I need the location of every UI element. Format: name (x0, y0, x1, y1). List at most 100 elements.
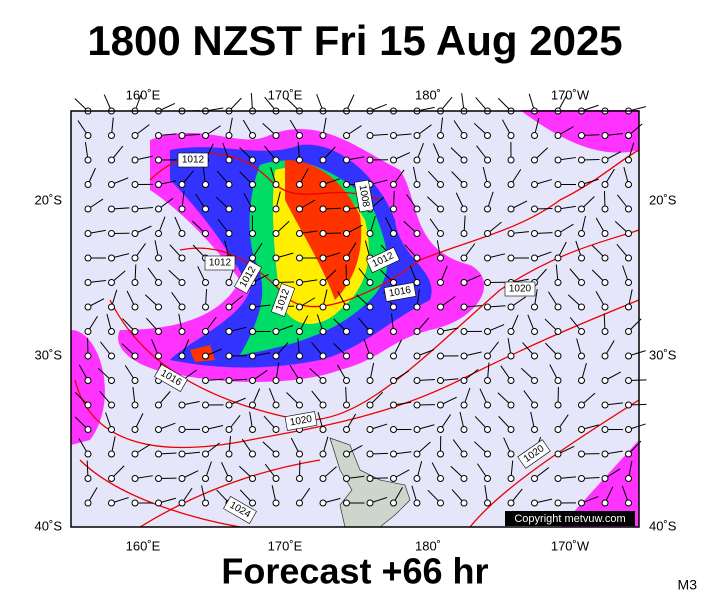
station-circle (508, 133, 514, 139)
station-circle (485, 353, 491, 359)
station-circle (626, 206, 632, 212)
station-circle (414, 329, 420, 335)
station-circle (602, 182, 608, 188)
station-circle (438, 329, 444, 335)
station-circle (250, 206, 256, 212)
station-circle (391, 231, 397, 237)
station-circle (367, 304, 373, 310)
station-circle (226, 280, 232, 286)
station-circle (532, 500, 538, 506)
station-circle (250, 427, 256, 433)
station-circle (273, 329, 279, 335)
station-circle (461, 206, 467, 212)
station-circle (344, 329, 350, 335)
station-circle (461, 500, 467, 506)
station-circle (391, 157, 397, 163)
station-circle (203, 427, 209, 433)
station-circle (344, 500, 350, 506)
station-circle (367, 353, 373, 359)
station-circle (203, 451, 209, 457)
station-circle (438, 182, 444, 188)
station-circle (297, 133, 303, 139)
station-circle (85, 133, 91, 139)
station-circle (391, 451, 397, 457)
station-circle (508, 182, 514, 188)
lon-label: 180˚ (415, 87, 441, 102)
station-circle (626, 451, 632, 457)
station-circle (602, 304, 608, 310)
station-circle (461, 329, 467, 335)
station-circle (132, 255, 138, 261)
station-circle (438, 427, 444, 433)
station-circle (626, 133, 632, 139)
station-circle (132, 451, 138, 457)
station-circle (555, 500, 561, 506)
station-circle (485, 378, 491, 384)
station-circle (461, 133, 467, 139)
station-circle (508, 157, 514, 163)
station-circle (203, 133, 209, 139)
station-circle (555, 157, 561, 163)
isobar-label: 1012 (209, 258, 232, 269)
station-circle (602, 378, 608, 384)
station-circle (579, 255, 585, 261)
station-circle (532, 157, 538, 163)
station-circle (485, 402, 491, 408)
station-circle (579, 206, 585, 212)
station-circle (555, 304, 561, 310)
station-circle (508, 206, 514, 212)
station-circle (414, 353, 420, 359)
station-circle (156, 255, 162, 261)
station-circle (85, 329, 91, 335)
station-circle (156, 280, 162, 286)
station-circle (579, 182, 585, 188)
station-circle (109, 329, 115, 335)
station-circle (132, 500, 138, 506)
station-circle (132, 402, 138, 408)
station-circle (602, 500, 608, 506)
station-circle (532, 182, 538, 188)
station-circle (602, 231, 608, 237)
station-circle (391, 476, 397, 482)
station-circle (320, 157, 326, 163)
station-circle (226, 329, 232, 335)
station-circle (226, 304, 232, 310)
station-circle (132, 427, 138, 433)
station-circle (579, 304, 585, 310)
station-circle (297, 353, 303, 359)
station-circle (156, 133, 162, 139)
station-circle (508, 353, 514, 359)
station-circle (273, 206, 279, 212)
lat-label: 40˚S (649, 518, 677, 533)
station-circle (438, 255, 444, 261)
station-circle (179, 206, 185, 212)
station-circle (485, 476, 491, 482)
station-circle (367, 378, 373, 384)
station-circle (320, 304, 326, 310)
station-circle (626, 231, 632, 237)
station-circle (297, 255, 303, 261)
station-circle (626, 427, 632, 433)
station-circle (485, 133, 491, 139)
station-circle (391, 329, 397, 335)
station-circle (532, 255, 538, 261)
station-circle (626, 500, 632, 506)
station-circle (109, 157, 115, 163)
station-circle (391, 182, 397, 188)
station-circle (320, 402, 326, 408)
station-circle (320, 182, 326, 188)
station-circle (461, 280, 467, 286)
station-circle (85, 182, 91, 188)
station-circle (579, 500, 585, 506)
station-circle (273, 133, 279, 139)
lon-label: 160˚E (126, 538, 161, 553)
station-circle (297, 304, 303, 310)
station-circle (85, 255, 91, 261)
station-circle (297, 500, 303, 506)
station-circle (461, 378, 467, 384)
station-circle (203, 353, 209, 359)
station-circle (226, 402, 232, 408)
station-circle (179, 231, 185, 237)
station-circle (203, 182, 209, 188)
station-circle (461, 402, 467, 408)
